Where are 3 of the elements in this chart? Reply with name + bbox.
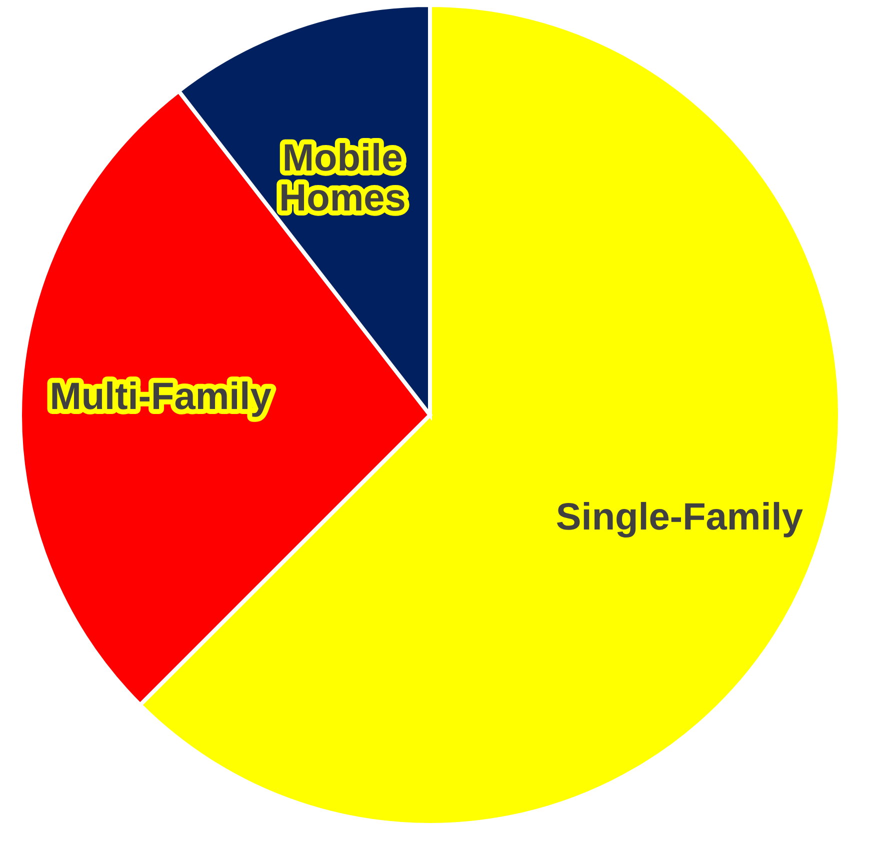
slice-label: Multi-Family bbox=[50, 376, 272, 418]
slice-label: Single-Family bbox=[556, 496, 803, 538]
slice-label: Mobile Homes bbox=[279, 138, 406, 220]
